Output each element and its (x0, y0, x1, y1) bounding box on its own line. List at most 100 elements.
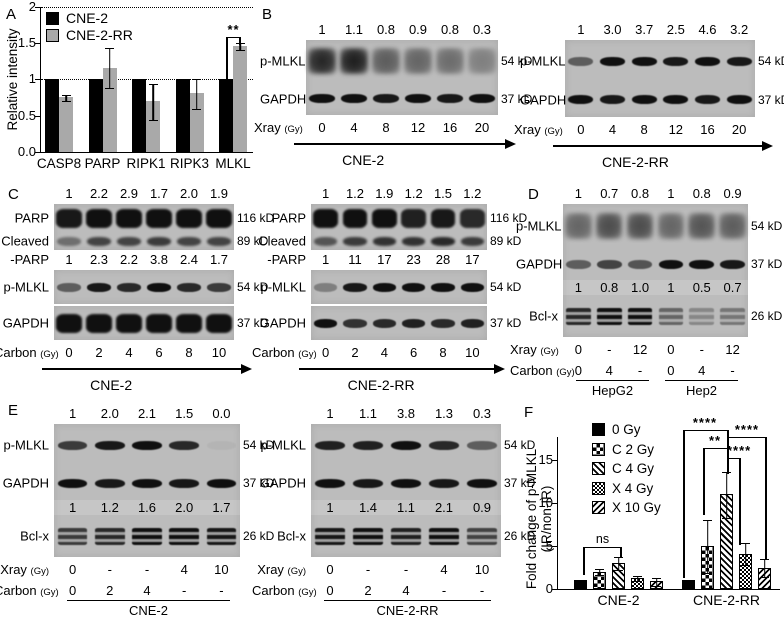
blot-lane (565, 40, 597, 82)
dose-value: 12 (632, 342, 648, 357)
cell-line-name-text: CNE-2 (90, 377, 133, 393)
blot-lane (428, 270, 457, 304)
blot-lane (144, 306, 174, 340)
blot-row-label: GAPDH (2, 475, 49, 491)
legend-item: C 4 Gy (592, 461, 654, 476)
blot-lane (128, 466, 165, 500)
blot-lane (338, 40, 370, 82)
molecular-weight-label: 54 kD (758, 54, 784, 68)
protein-band (169, 440, 200, 450)
protein-band (341, 94, 367, 103)
blot-row-label: GAPDH (516, 256, 563, 272)
blot-lane (458, 306, 487, 340)
blot-lane (370, 82, 402, 115)
blot-lane (340, 204, 369, 232)
protein-band (343, 318, 367, 328)
lane-value: 0.8 (440, 22, 460, 37)
blot-lane (594, 248, 625, 280)
legend-item: 0 Gy (592, 422, 641, 437)
cell-line-name: CNE-2 (306, 152, 534, 168)
blot-lane (203, 466, 240, 500)
blot-lane (402, 82, 434, 115)
blot-band-row: Cleaved 89 kD (1, 232, 268, 250)
blot-lane (144, 270, 174, 304)
dose-row: Carbon (Gy) 0 2 4 6 8 10 (252, 344, 487, 361)
blot-lane (686, 248, 717, 280)
protein-band (117, 236, 141, 246)
dose-value: 6 (410, 345, 418, 360)
blot-lane (311, 270, 340, 304)
protein-band (401, 318, 426, 328)
protein-band (626, 213, 654, 239)
protein-band (663, 56, 689, 66)
dose-value: 4 (180, 562, 188, 577)
protein-band (373, 94, 399, 103)
lane-value: 0.9 (408, 22, 428, 37)
protein-band (468, 48, 496, 74)
arrow-line (294, 143, 506, 145)
protein-band (596, 259, 622, 269)
blot-band-row: GAPDH 37 kD (3, 306, 268, 340)
dose-row: Xray (Gy) 0 - - 4 10 (257, 561, 501, 578)
dose-row-label: Xray (Gy) (514, 122, 563, 137)
lane-value: 23 (406, 252, 421, 267)
blot-lane (399, 204, 428, 232)
panel-b-blot-cne2: 1 1.1 0.8 0.9 0.8 0.3 p-MLKL 54 kD GAPDH 37 kD Xra… (254, 20, 564, 168)
protein-band (372, 48, 400, 74)
lane-value: 1.9 (209, 186, 229, 201)
dose-row: Carbon (Gy) 0 2 4 6 8 10 (0, 344, 234, 361)
blot-row-label: p-MLKL (516, 218, 562, 234)
blot-lane (128, 515, 165, 557)
protein-band (146, 208, 172, 228)
protein-band (466, 527, 498, 545)
lane-values-row: 1 2.0 2.1 1.5 0.0 (54, 406, 240, 421)
lane-value: 4.6 (698, 22, 717, 37)
protein-band (390, 440, 422, 450)
lane-value: 3.7 (635, 22, 654, 37)
protein-band (430, 208, 456, 228)
panel-d-blot-hepg2-hep2: 1 0.7 0.8 1 0.8 0.9 p-MLKL 54 kD GAPDH 37 kD 1 0.8 1… (510, 184, 784, 398)
blot-lane (656, 204, 687, 248)
blot-lane (54, 424, 91, 466)
blot-lane (114, 204, 144, 232)
blot-row-label: PARP (271, 210, 306, 226)
dose-row-label: Carbon (Gy) (0, 345, 59, 360)
dose-unit: (Gy) (40, 587, 59, 598)
blot-lane (311, 204, 340, 232)
protein-band (57, 440, 88, 450)
protein-band (719, 213, 746, 239)
error-bar (722, 472, 731, 519)
blot-band-row: GAPDH 37 kD (260, 306, 522, 340)
legend-item: CNE-2-RR (46, 27, 133, 43)
x-category-label: PARP (84, 156, 121, 171)
lane-value: 1 (574, 186, 583, 201)
blot-lane (349, 424, 387, 466)
lane-value: 17 (465, 252, 480, 267)
cell-line-name-text: CNE-2-RR (347, 377, 415, 393)
blot-lane (54, 232, 84, 250)
molecular-weight-label: 37 kD (237, 316, 269, 330)
blot-row-label: GAPDH (259, 475, 306, 491)
protein-band (56, 208, 82, 228)
protein-band (206, 527, 237, 545)
protein-band (342, 208, 368, 228)
protein-band (390, 527, 422, 545)
blot-lane (399, 232, 428, 250)
dose-value: 16 (700, 122, 715, 137)
dose-value: 4 (440, 562, 448, 577)
blot-row-label: GAPDH (259, 315, 306, 331)
dose-value: 2 (351, 345, 359, 360)
dose-value: 12 (668, 122, 684, 137)
protein-band (177, 236, 201, 246)
protein-band (657, 213, 685, 239)
legend-label: X 10 Gy (612, 500, 661, 515)
dose-row-label: Carbon (Gy) (252, 583, 317, 598)
dose-value: - (607, 342, 612, 357)
lane-values-row: 1 3.0 3.7 2.5 4.6 3.2 (565, 22, 755, 37)
lane-value: 0.9 (472, 500, 492, 515)
blot-lane (458, 270, 487, 304)
dose-value: 4 (608, 122, 617, 137)
values-row-label: -PARP (10, 252, 49, 267)
protein-band (207, 236, 231, 246)
lane-value: 1.4 (358, 500, 378, 515)
